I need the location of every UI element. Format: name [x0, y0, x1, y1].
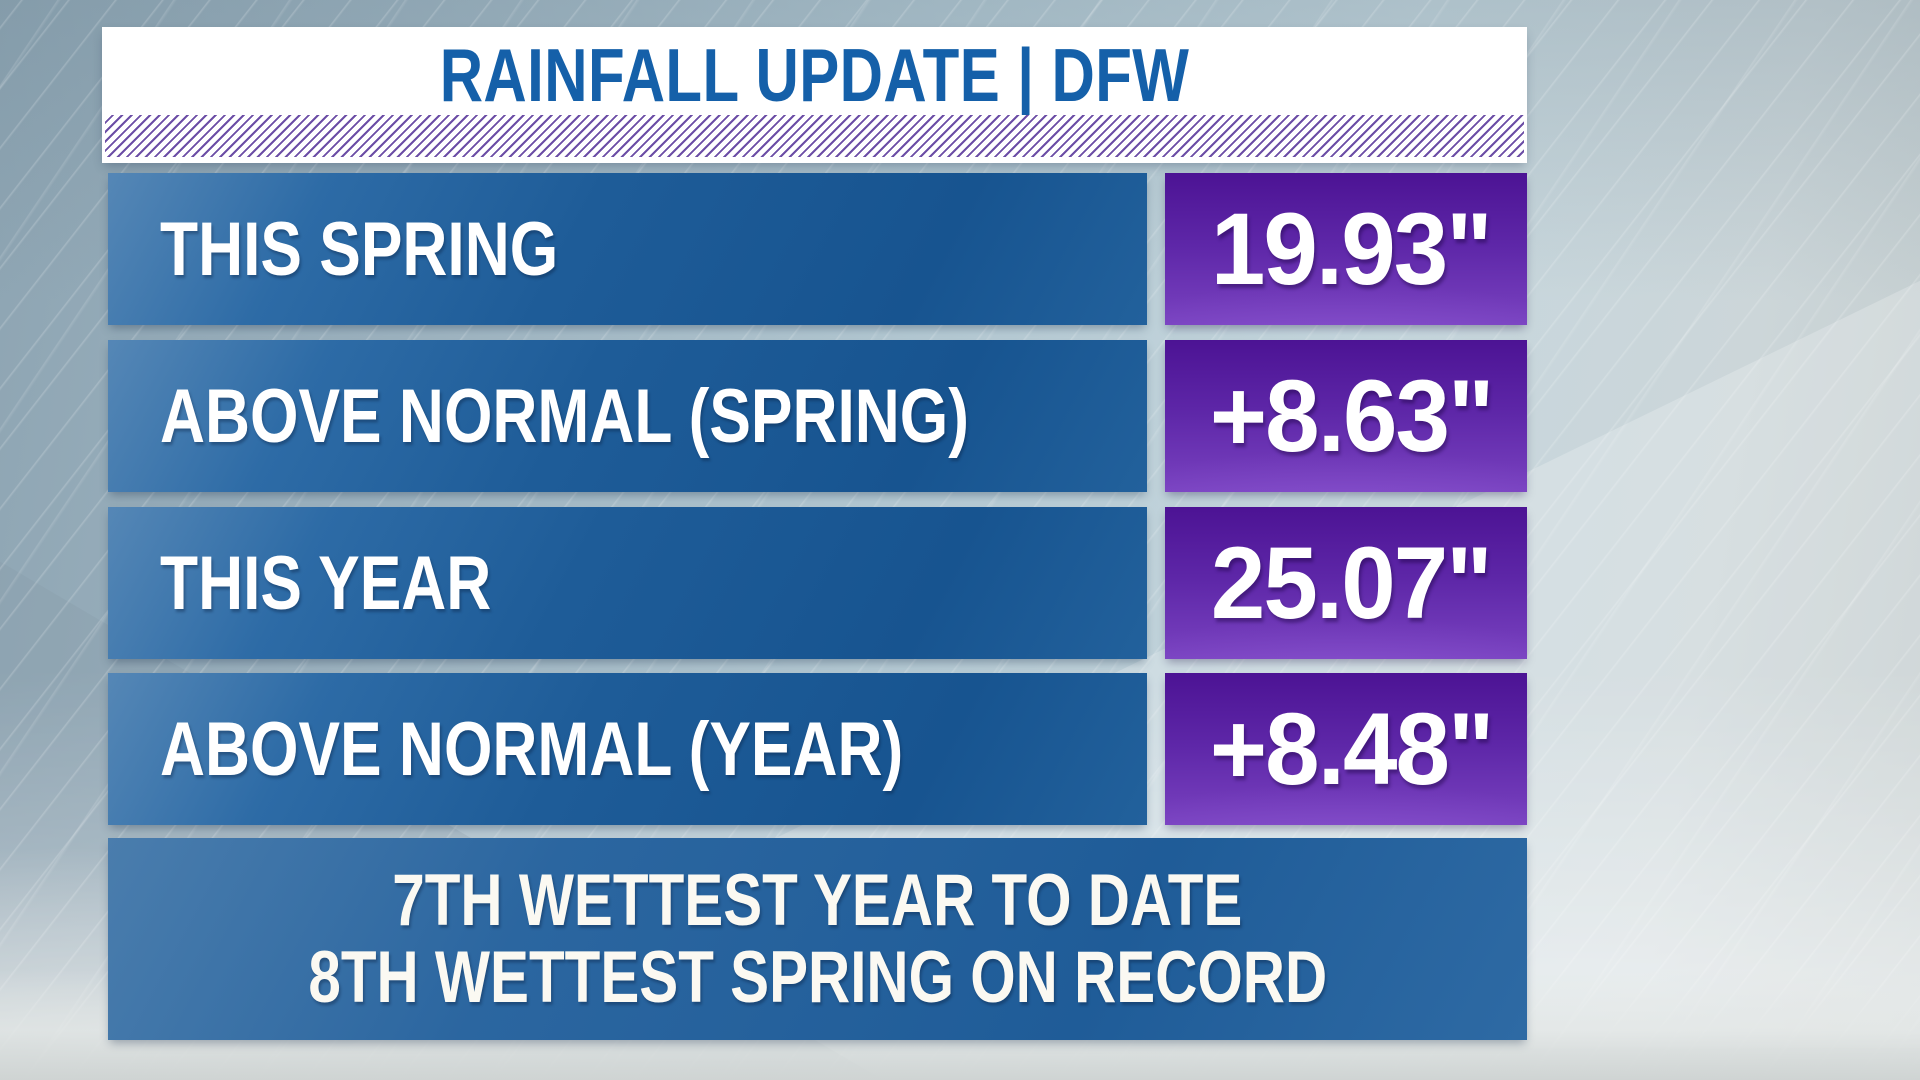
- stat-value-box: +8.63": [1165, 340, 1527, 492]
- stat-value-box: 25.07": [1165, 507, 1527, 659]
- header-bar: RAINFALL UPDATE | DFW: [102, 27, 1527, 163]
- stat-row-label-bar: THIS SPRING: [108, 173, 1147, 325]
- stat-value-box: +8.48": [1165, 673, 1527, 825]
- footer-line-1: 7TH WETTEST YEAR TO DATE: [392, 859, 1243, 941]
- stat-row-label-bar: THIS YEAR: [108, 507, 1147, 659]
- stat-row-label-bar: ABOVE NORMAL (SPRING): [108, 340, 1147, 492]
- stat-label: ABOVE NORMAL (YEAR): [160, 706, 904, 792]
- stat-label: ABOVE NORMAL (SPRING): [160, 373, 970, 459]
- stat-value: +8.48": [1209, 691, 1495, 806]
- page-title: RAINFALL UPDATE | DFW: [439, 33, 1190, 117]
- stat-row-label-bar: ABOVE NORMAL (YEAR): [108, 673, 1147, 825]
- stat-value: +8.63": [1209, 358, 1495, 473]
- stat-label: THIS YEAR: [160, 540, 492, 626]
- stat-label: THIS SPRING: [160, 206, 559, 292]
- hatch-divider: [105, 115, 1524, 157]
- footer-line-2: 8TH WETTEST SPRING ON RECORD: [308, 937, 1327, 1018]
- stat-value: 19.93": [1211, 191, 1493, 306]
- footer-banner: 7TH WETTEST YEAR TO DATE 8TH WETTEST SPR…: [108, 838, 1527, 1040]
- stat-value-box: 19.93": [1165, 173, 1527, 325]
- stat-value: 25.07": [1211, 525, 1493, 640]
